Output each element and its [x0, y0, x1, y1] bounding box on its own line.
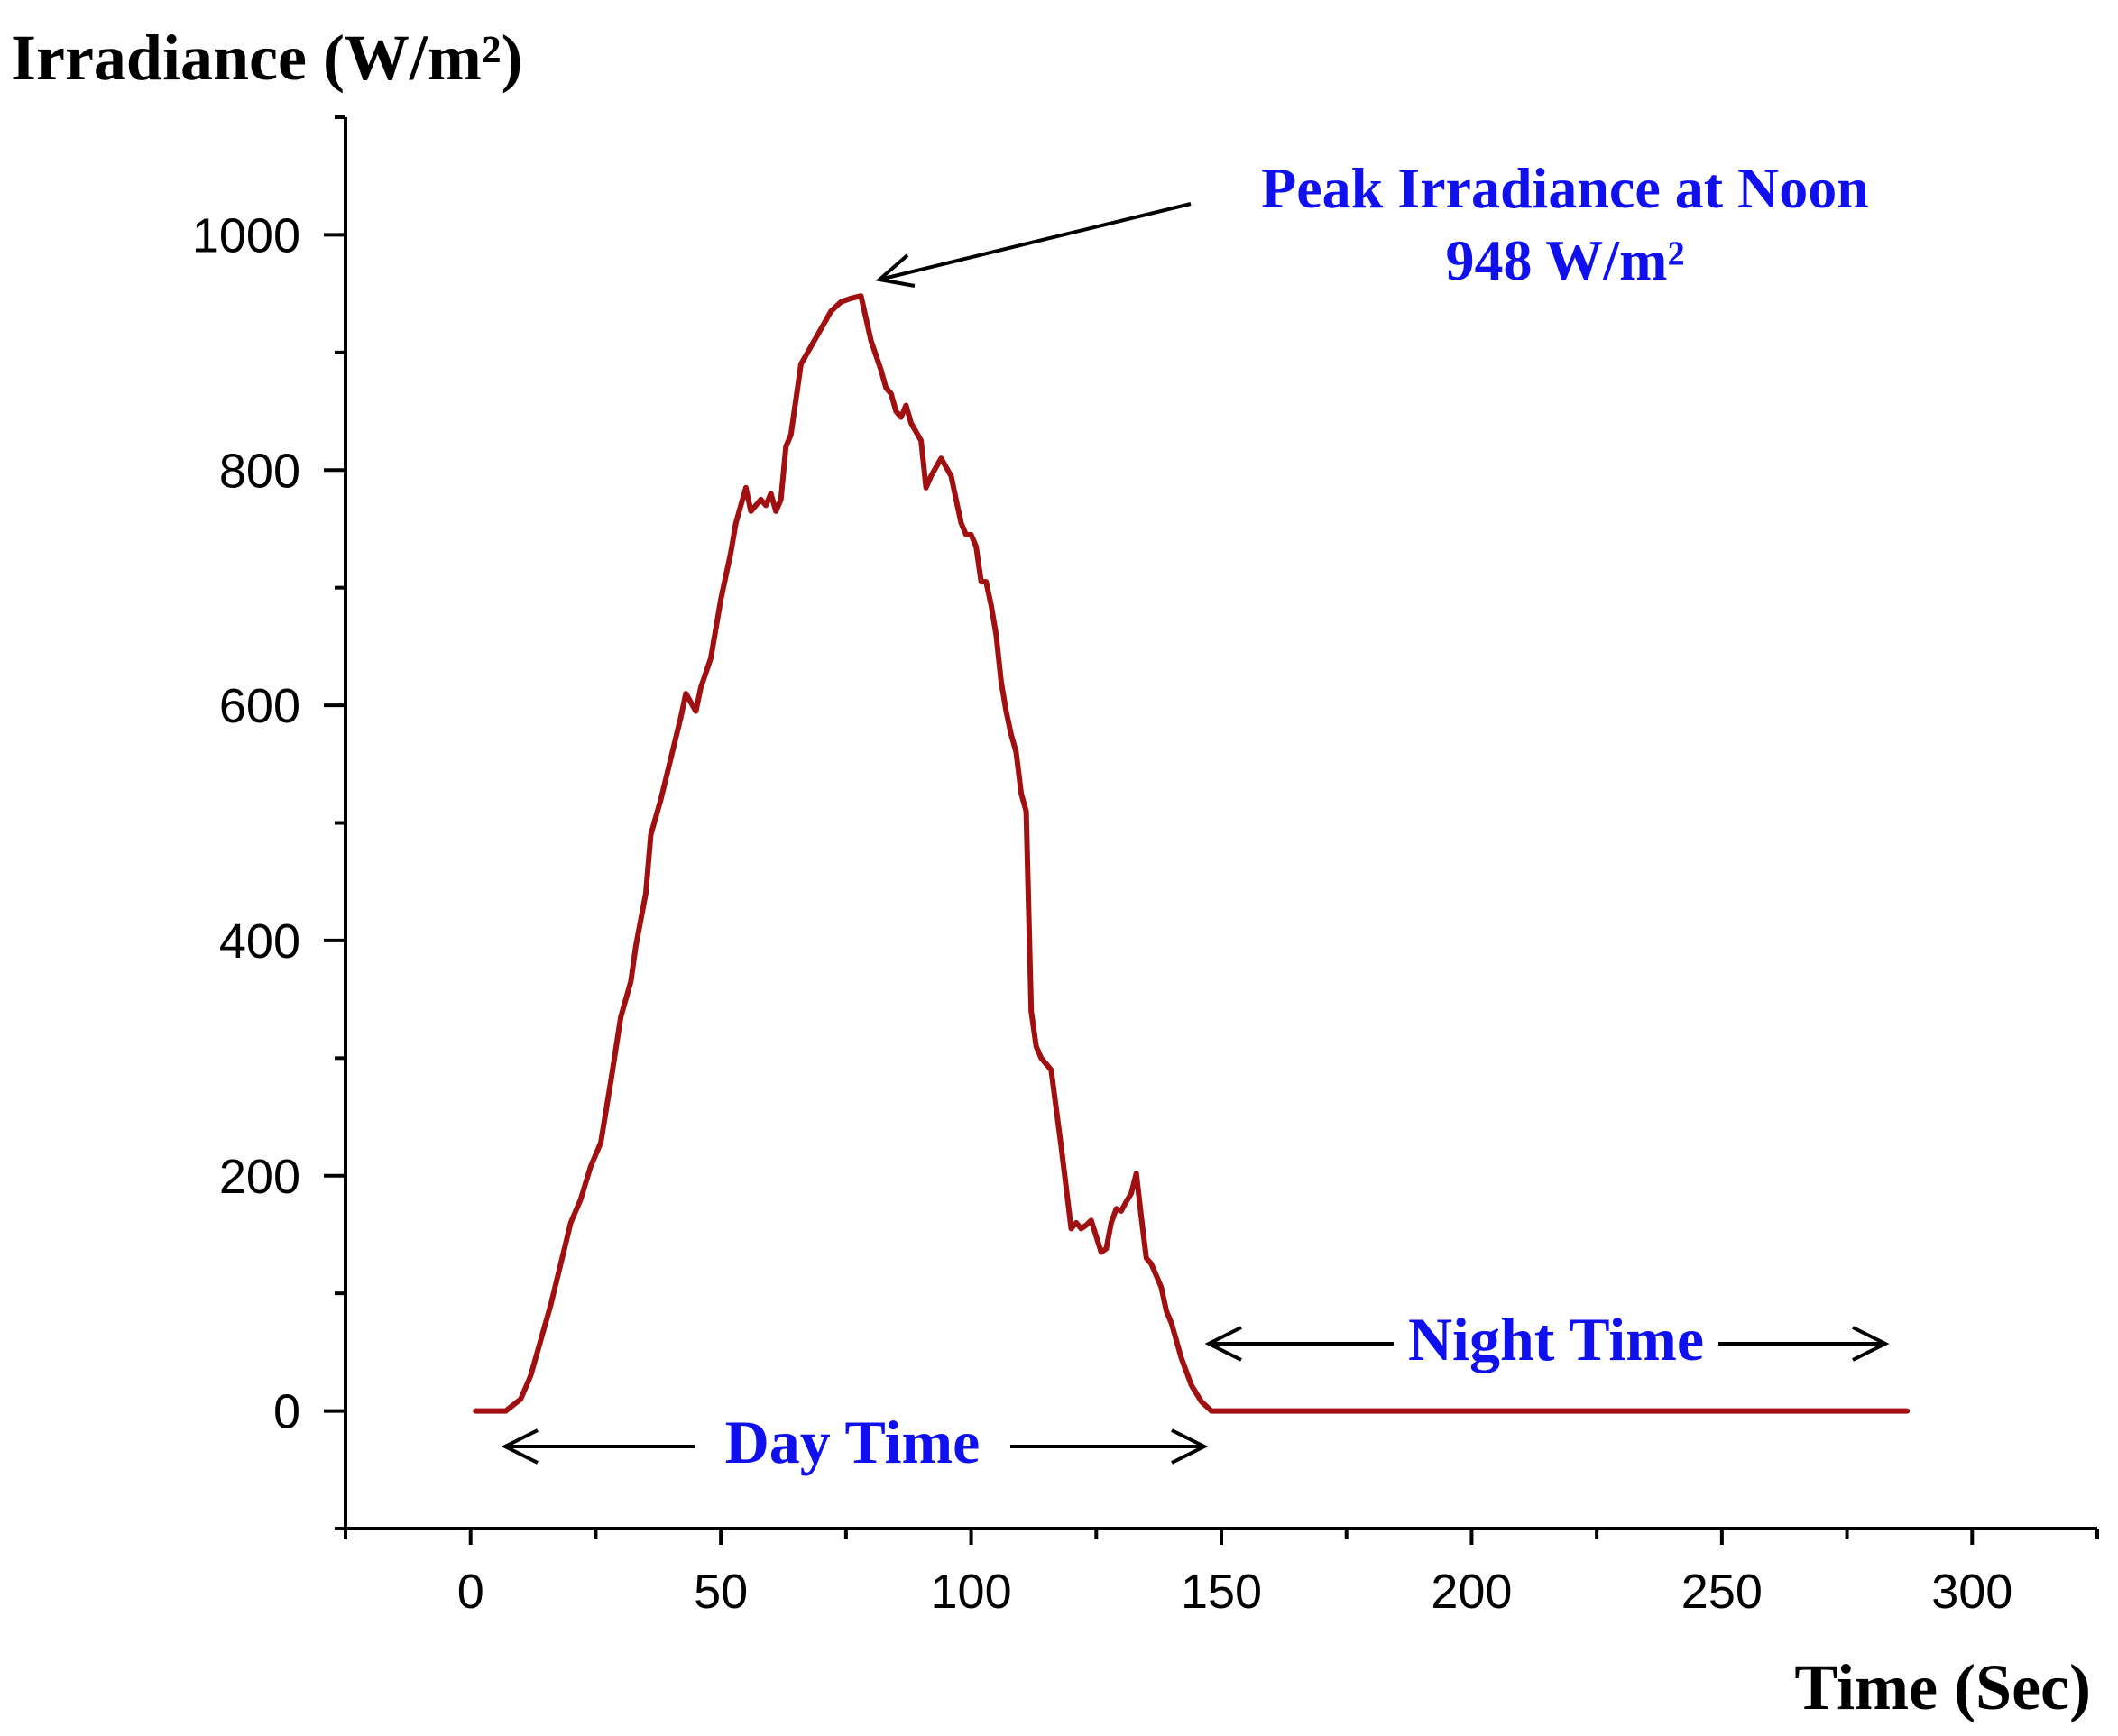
x-tick-label: 0	[457, 1565, 484, 1619]
y-tick-label: 1000	[192, 208, 300, 262]
y-axis-title: Irradiance (W/m²)	[11, 22, 522, 94]
x-tick-label: 50	[694, 1565, 748, 1619]
x-ticks: 0 50 100 150 200 250 300	[344, 1529, 2099, 1619]
day-arrow-left-head	[501, 1428, 539, 1465]
night-time-label: Night Time	[1408, 1305, 1704, 1373]
peak-annotation-value: 948 W/m²	[1445, 228, 1684, 292]
day-time-label: Day Time	[725, 1408, 981, 1476]
x-tick-label: 150	[1181, 1565, 1262, 1619]
x-tick-label: 100	[931, 1565, 1012, 1619]
y-tick-label: 0	[273, 1385, 300, 1439]
y-tick-label: 600	[219, 679, 300, 733]
x-tick-label: 200	[1431, 1565, 1512, 1619]
series-line-irradiance	[473, 293, 1911, 1414]
peak-arrow-head	[875, 253, 916, 288]
x-tick-label: 300	[1931, 1565, 2012, 1619]
axes	[344, 117, 2097, 1530]
y-tick-label: 800	[219, 444, 300, 498]
y-tick-label: 400	[219, 914, 300, 969]
annotations: Peak Irradiance at Noon 948 W/m² Day Tim…	[501, 156, 1890, 1476]
x-tick-label: 250	[1681, 1565, 1763, 1619]
series-group	[473, 293, 1911, 1414]
peak-annotation-title: Peak Irradiance at Noon	[1261, 156, 1869, 220]
y-ticks: 0 200 400 600 800 1000	[192, 115, 345, 1530]
x-axis-title: Time (Sec)	[1794, 1651, 2091, 1723]
day-arrow-right-head	[1171, 1428, 1209, 1465]
night-arrow-left-head	[1204, 1326, 1242, 1362]
peak-arrow-shaft	[879, 202, 1192, 281]
y-tick-label: 200	[219, 1150, 300, 1204]
night-arrow-right-head	[1852, 1326, 1890, 1362]
